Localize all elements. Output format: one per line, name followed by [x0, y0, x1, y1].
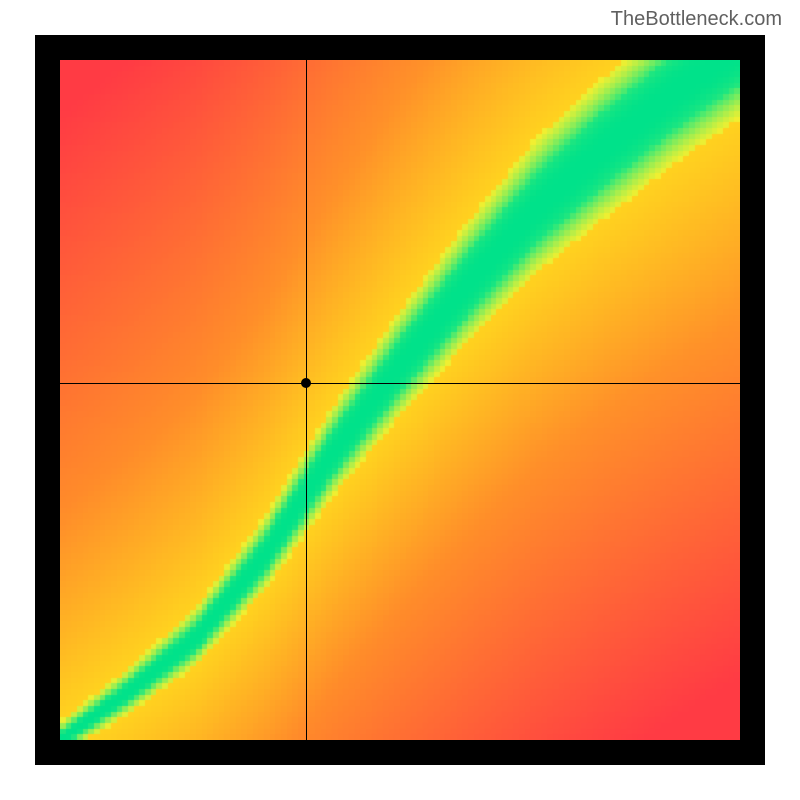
crosshair-vertical: [306, 60, 307, 740]
attribution-text: TheBottleneck.com: [611, 8, 782, 31]
chart-container: TheBottleneck.com: [0, 0, 800, 800]
heatmap-canvas: [60, 60, 740, 740]
inner-plot: [60, 60, 740, 740]
plot-frame: [35, 35, 765, 765]
crosshair-horizontal: [60, 383, 740, 384]
crosshair-marker: [301, 378, 311, 388]
